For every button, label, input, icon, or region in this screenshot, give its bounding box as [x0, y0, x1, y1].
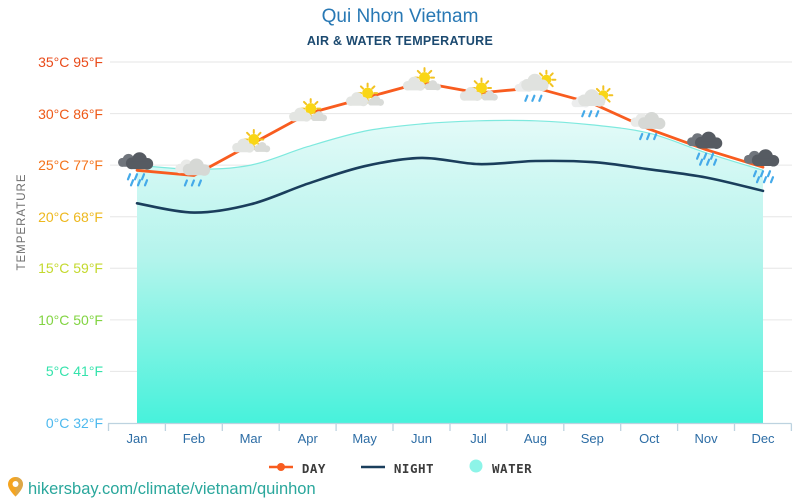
location-pin-icon [8, 477, 23, 500]
legend-water-marker-icon [468, 458, 484, 479]
x-axis-month-label: Feb [183, 431, 205, 446]
legend-item-day: DAY [268, 460, 326, 478]
weather-icon-dec [743, 149, 780, 184]
footer-url-link[interactable]: hikersbay.com/climate/vietnam/quinhon [28, 480, 316, 498]
x-axis-month-label: Aug [524, 431, 547, 446]
legend-item-night: NIGHT [360, 460, 434, 478]
y-axis-tick-label: 10°C 50°F [38, 311, 103, 328]
chart-legend: DAY NIGHT WATER [0, 458, 800, 479]
legend-day-marker-icon [268, 460, 294, 478]
weather-icon-apr [289, 98, 328, 122]
x-axis-month-label: May [352, 431, 377, 446]
weather-icon-nov [687, 131, 723, 166]
legend-label: DAY [301, 461, 326, 476]
x-axis-month-label: Jun [411, 431, 432, 446]
legend-label: NIGHT [393, 461, 435, 476]
weather-icon-oct [630, 112, 666, 141]
x-axis-month-label: Nov [695, 431, 719, 446]
weather-icon-sep [571, 85, 614, 118]
legend-label: WATER [492, 461, 533, 476]
y-axis-tick-label: 25°C 77°F [38, 157, 103, 174]
legend-night-marker-icon [360, 460, 386, 478]
water-line [136, 119, 764, 171]
x-axis-month-label: Oct [639, 431, 660, 446]
weather-icon-jun [402, 67, 441, 91]
x-axis-month-label: Sep [581, 431, 604, 446]
legend-item-water: WATER [468, 458, 532, 479]
weather-icon-aug [514, 69, 557, 102]
y-axis-tick-label: 20°C 68°F [38, 208, 103, 225]
water-area [137, 120, 763, 423]
page-title: Qui Nhơn Vietnam [321, 6, 479, 27]
weather-icon-jan [118, 152, 154, 187]
weather-icon-may [346, 82, 385, 107]
y-axis-tick-label: 15°C 59°F [38, 260, 103, 277]
x-axis-month-label: Dec [751, 431, 775, 446]
weather-icon-jul [459, 77, 498, 102]
footer: hikersbay.com/climate/vietnam/quinhon [8, 477, 316, 500]
chart-subtitle: AIR & WATER TEMPERATURE [306, 34, 494, 48]
y-axis-tick-label: 35°C 95°F [38, 54, 103, 70]
x-axis-month-label: Jan [127, 431, 148, 446]
weather-icon-feb [175, 158, 211, 187]
x-axis-month-label: Apr [298, 431, 319, 446]
y-axis-tick-label: 30°C 86°F [38, 105, 103, 122]
y-axis-tick-label: 0°C 32°F [45, 415, 103, 431]
x-axis-month-label: Mar [240, 431, 263, 446]
temperature-chart: Jan Feb Mar Apr May Jun Jul Aug Sep Oct Nov Dec [107, 61, 793, 446]
y-axis-tick-label: 5°C 41°F [45, 363, 103, 380]
night-line [135, 156, 765, 214]
x-axis-month-label: Jul [470, 431, 487, 446]
weather-icon-mar [232, 129, 271, 153]
